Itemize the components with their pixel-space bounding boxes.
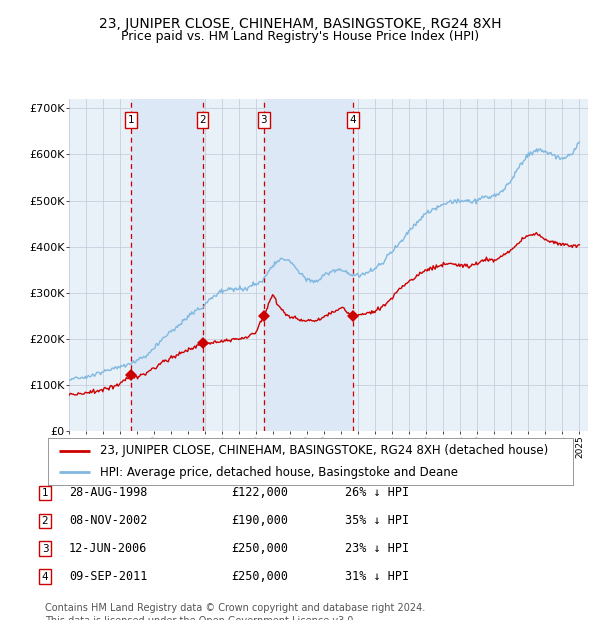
Text: 1: 1: [41, 488, 49, 498]
Text: £190,000: £190,000: [231, 515, 288, 527]
Text: 23% ↓ HPI: 23% ↓ HPI: [345, 542, 409, 555]
Text: 12-JUN-2006: 12-JUN-2006: [69, 542, 148, 555]
Text: 3: 3: [260, 115, 267, 125]
Text: 09-SEP-2011: 09-SEP-2011: [69, 570, 148, 583]
Text: 31% ↓ HPI: 31% ↓ HPI: [345, 570, 409, 583]
Text: 3: 3: [41, 544, 49, 554]
Text: 23, JUNIPER CLOSE, CHINEHAM, BASINGSTOKE, RG24 8XH: 23, JUNIPER CLOSE, CHINEHAM, BASINGSTOKE…: [99, 17, 501, 32]
Text: 2: 2: [41, 516, 49, 526]
Text: 4: 4: [41, 572, 49, 582]
Text: 4: 4: [350, 115, 356, 125]
Text: £250,000: £250,000: [231, 570, 288, 583]
Bar: [131, 99, 203, 431]
Text: 35% ↓ HPI: 35% ↓ HPI: [345, 515, 409, 527]
Text: 08-NOV-2002: 08-NOV-2002: [69, 515, 148, 527]
Text: Price paid vs. HM Land Registry's House Price Index (HPI): Price paid vs. HM Land Registry's House …: [121, 30, 479, 43]
Bar: [264, 99, 353, 431]
Text: 23, JUNIPER CLOSE, CHINEHAM, BASINGSTOKE, RG24 8XH (detached house): 23, JUNIPER CLOSE, CHINEHAM, BASINGSTOKE…: [101, 445, 549, 458]
Text: HPI: Average price, detached house, Basingstoke and Deane: HPI: Average price, detached house, Basi…: [101, 466, 458, 479]
Text: Contains HM Land Registry data © Crown copyright and database right 2024.
This d: Contains HM Land Registry data © Crown c…: [45, 603, 425, 620]
Text: 1: 1: [128, 115, 134, 125]
Text: 28-AUG-1998: 28-AUG-1998: [69, 487, 148, 499]
Text: 2: 2: [199, 115, 206, 125]
Text: 26% ↓ HPI: 26% ↓ HPI: [345, 487, 409, 499]
Text: £250,000: £250,000: [231, 542, 288, 555]
Text: £122,000: £122,000: [231, 487, 288, 499]
